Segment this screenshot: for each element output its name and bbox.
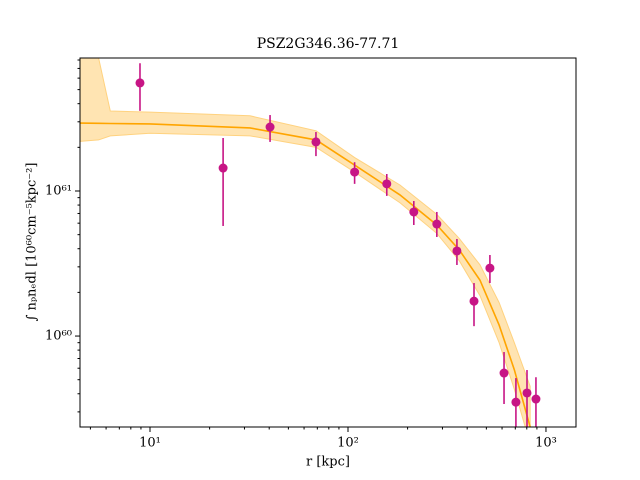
data-point: [452, 246, 462, 256]
data-point: [432, 219, 442, 229]
data-point: [469, 296, 479, 306]
model-line: [80, 122, 531, 427]
data-point: [511, 397, 521, 407]
data-point: [265, 122, 275, 132]
data-point: [350, 167, 360, 177]
data-point: [499, 368, 509, 378]
data-point: [409, 207, 419, 217]
y-tick-label: 10⁶¹: [45, 184, 72, 199]
data-point: [218, 163, 228, 173]
x-tick-label: 10²: [337, 436, 359, 451]
axes-frame: [79, 57, 577, 428]
data-point: [311, 137, 321, 147]
data-point: [531, 394, 541, 404]
y-axis-label: ∫ nₚnₑdl [10⁶⁰cm⁻⁵kpc⁻²]: [25, 163, 40, 322]
data-point: [485, 263, 495, 273]
x-axis-label: r [kpc]: [306, 455, 350, 470]
x-tick-label: 10¹: [139, 436, 161, 451]
x-tick-label: 10³: [535, 436, 557, 451]
data-point: [382, 179, 392, 189]
data-point: [135, 78, 145, 88]
y-tick-label: 10⁶⁰: [45, 329, 72, 344]
plot-area: [80, 58, 541, 427]
data-point: [522, 388, 532, 398]
confidence-band: [80, 58, 531, 427]
chart-title: PSZ2G346.36-77.71: [257, 36, 400, 52]
